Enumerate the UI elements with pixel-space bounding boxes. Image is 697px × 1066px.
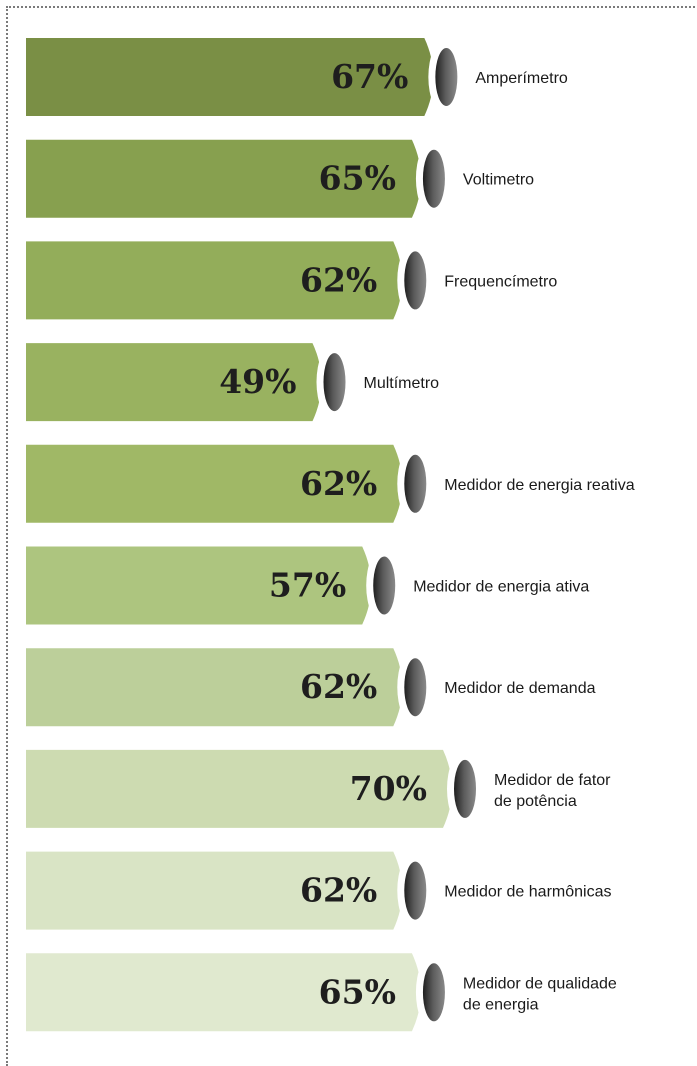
bar <box>26 546 372 625</box>
bar-cap <box>373 556 396 615</box>
bar-row: 67% Amperímetro <box>26 38 568 116</box>
bar-row: 57% Medidor de energia ativa <box>26 546 589 625</box>
bar-cap <box>323 353 346 412</box>
bar-cap <box>422 963 445 1022</box>
value-label: 67% <box>331 57 408 96</box>
bar-row: 62% Medidor de demanda <box>26 648 596 727</box>
bar-cap <box>404 658 427 717</box>
value-label: 62% <box>300 260 377 299</box>
category-label: Medidor de energia ativa <box>413 579 589 596</box>
bar-cap <box>404 861 427 920</box>
bar-cap <box>404 251 427 310</box>
bar-cap <box>422 149 445 208</box>
category-label: Amperímetro <box>475 70 568 87</box>
value-label: 70% <box>350 769 427 808</box>
value-label: 49% <box>219 362 296 401</box>
bar <box>26 241 403 320</box>
bar-row: 62% Frequencímetro <box>26 241 557 320</box>
bar <box>26 139 421 218</box>
bar-row: 62% Medidor de energia reativa <box>26 444 635 523</box>
category-label: Multímetro <box>364 375 440 392</box>
bar <box>26 749 452 828</box>
category-label: Medidor de qualidade <box>463 975 617 992</box>
bar <box>26 953 421 1032</box>
bar <box>26 851 403 930</box>
category-label: Medidor de energia reativa <box>444 477 634 494</box>
bar <box>26 648 403 727</box>
chart-frame <box>6 6 697 1066</box>
bar-row: 70% Medidor de fator de potência <box>26 749 611 828</box>
bar <box>26 38 434 116</box>
value-label: 65% <box>319 159 396 198</box>
bar-cap <box>404 454 427 513</box>
category-label: Frequencímetro <box>444 273 557 290</box>
bar-row: 49% Multímetro <box>26 343 440 422</box>
bar <box>26 444 403 523</box>
bar-row: 65% Medidor de qualidade de energia <box>26 953 617 1032</box>
value-label: 62% <box>300 464 377 503</box>
category-label: Voltimetro <box>463 172 534 189</box>
category-label: de energia <box>463 996 539 1013</box>
category-label: Medidor de harmônicas <box>444 884 611 901</box>
value-label: 62% <box>300 667 377 706</box>
value-label: 65% <box>319 972 396 1011</box>
bar-row: 62% Medidor de harmônicas <box>26 851 611 930</box>
category-label: Medidor de fator <box>494 772 611 789</box>
bar-cap <box>454 759 476 818</box>
category-label: de potência <box>494 793 577 810</box>
bar-cap <box>435 48 458 106</box>
bar-row: 65% Voltimetro <box>26 139 534 218</box>
category-label: Medidor de demanda <box>444 680 595 697</box>
value-label: 62% <box>300 871 377 910</box>
bar <box>26 343 322 422</box>
value-label: 57% <box>269 566 346 605</box>
